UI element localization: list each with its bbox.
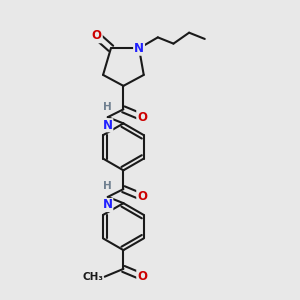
Text: N: N — [103, 119, 113, 132]
Text: N: N — [103, 199, 113, 212]
Text: O: O — [137, 190, 147, 203]
Text: H: H — [103, 182, 112, 191]
Text: N: N — [134, 42, 144, 55]
Text: O: O — [137, 111, 147, 124]
Text: CH₃: CH₃ — [82, 272, 103, 282]
Text: O: O — [137, 270, 147, 283]
Text: O: O — [92, 29, 102, 42]
Text: H: H — [103, 102, 112, 112]
